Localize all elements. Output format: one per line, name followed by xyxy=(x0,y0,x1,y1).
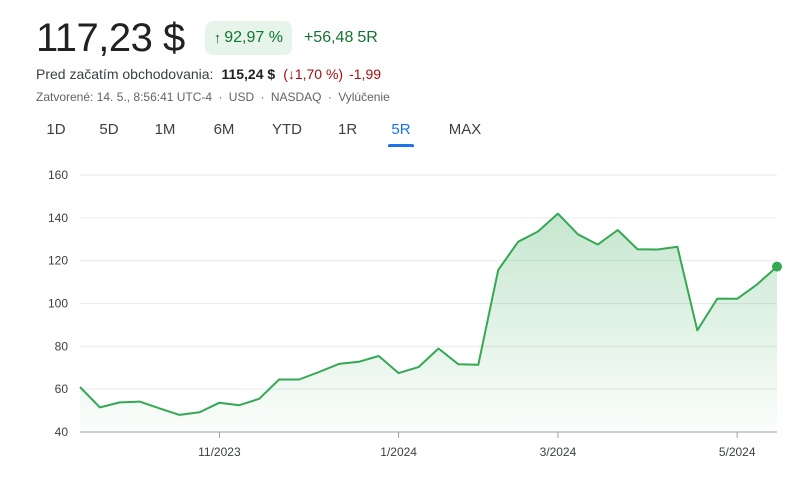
tab-5r[interactable]: 5R xyxy=(388,116,414,147)
x-tick-label: 11/2023 xyxy=(198,445,241,459)
tab-max[interactable]: MAX xyxy=(448,121,482,138)
meta-separator: · xyxy=(218,90,223,104)
y-tick-label: 160 xyxy=(48,168,68,182)
x-tick-label: 1/2024 xyxy=(380,445,417,459)
premarket-price: 115,24 $ xyxy=(221,66,276,82)
tab-1r[interactable]: 1R xyxy=(338,121,358,138)
x-tick-label: 5/2024 xyxy=(719,445,756,459)
absolute-change: +56,48 5R xyxy=(304,29,378,47)
meta-separator: · xyxy=(260,90,265,104)
premarket-percent-change: (↓1,70 %) xyxy=(283,66,344,82)
arrow-up-icon: ↑ xyxy=(213,29,222,47)
tab-1m[interactable]: 1M xyxy=(154,121,176,138)
last-price-dot xyxy=(772,261,782,272)
disclaimer-link[interactable]: Vylúčenie xyxy=(338,90,390,104)
y-tick-label: 60 xyxy=(55,382,69,396)
price-line xyxy=(79,212,778,416)
percent-change-value: 92,97 % xyxy=(224,29,283,46)
tab-1d[interactable]: 1D xyxy=(46,121,66,138)
y-tick-label: 100 xyxy=(48,297,68,311)
closed-timestamp: Zatvorené: 14. 5., 8:56:41 UTC-4 xyxy=(36,90,213,104)
price-chart[interactable]: 40 60 80 100 120 140 160 11/2023 1/2024 3/2024 5/… xyxy=(0,150,798,488)
currency-label: USD xyxy=(228,90,255,104)
y-tick-label: 120 xyxy=(48,254,68,268)
current-price: 117,23 $ xyxy=(36,16,185,60)
x-tick-label: 3/2024 xyxy=(540,445,577,459)
meta-separator: · xyxy=(327,90,332,104)
x-axis: 11/2023 1/2024 3/2024 5/2024 xyxy=(198,432,756,459)
y-axis-labels: 40 60 80 100 120 140 160 xyxy=(48,168,68,439)
y-tick-label: 140 xyxy=(48,211,68,225)
premarket-row: Pred začatím obchodovania: 115,24 $ (↓1,… xyxy=(36,66,381,82)
tab-6m[interactable]: 6M xyxy=(213,121,235,138)
market-meta-row: Zatvorené: 14. 5., 8:56:41 UTC-4 · USD ·… xyxy=(36,90,390,104)
chart-grid xyxy=(80,174,777,433)
price-area-fill xyxy=(80,213,777,432)
price-row: 117,23 $ ↑ 92,97 % +56,48 5R xyxy=(36,14,378,62)
tab-ytd[interactable]: YTD xyxy=(272,121,302,138)
change-period-label: 5R xyxy=(357,29,378,46)
y-tick-label: 40 xyxy=(55,425,69,439)
tab-5d[interactable]: 5D xyxy=(99,121,119,138)
absolute-change-value: +56,48 xyxy=(303,29,354,46)
exchange-label: NASDAQ xyxy=(270,90,322,104)
premarket-label: Pred začatím obchodovania: xyxy=(36,66,214,82)
time-range-tabs: 1D 5D 1M 6M YTD 1R 5R MAX xyxy=(44,116,484,147)
percent-change-badge: ↑ 92,97 % xyxy=(204,21,292,55)
premarket-absolute-change: -1,99 xyxy=(349,66,382,82)
y-tick-label: 80 xyxy=(55,339,69,353)
